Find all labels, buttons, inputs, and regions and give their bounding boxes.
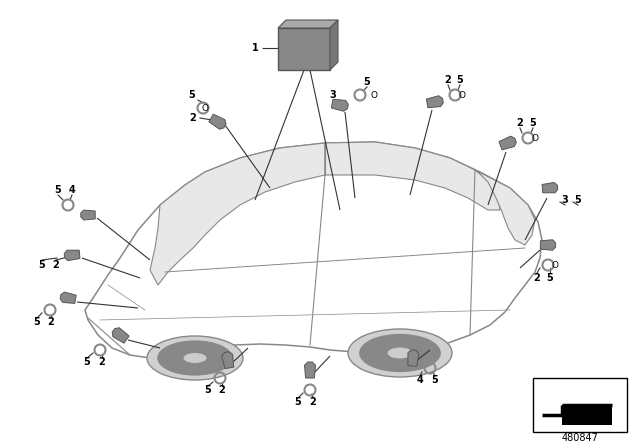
- Text: 2: 2: [99, 357, 106, 367]
- Text: 5: 5: [456, 75, 463, 85]
- Text: 2: 2: [310, 397, 316, 407]
- Polygon shape: [150, 143, 325, 285]
- Text: 5: 5: [189, 90, 195, 100]
- Polygon shape: [81, 210, 95, 220]
- Text: 5: 5: [547, 273, 554, 283]
- Text: 5: 5: [364, 77, 371, 87]
- Polygon shape: [85, 142, 542, 358]
- Text: O: O: [552, 260, 559, 270]
- Polygon shape: [209, 114, 226, 129]
- Text: 3: 3: [330, 90, 337, 100]
- Polygon shape: [332, 99, 348, 111]
- Text: 4: 4: [68, 185, 76, 195]
- Text: 2: 2: [52, 260, 60, 270]
- Text: 4: 4: [417, 375, 424, 385]
- Polygon shape: [408, 350, 419, 366]
- Text: 5: 5: [34, 317, 40, 327]
- Text: O: O: [531, 134, 538, 142]
- Ellipse shape: [183, 353, 207, 363]
- Text: O: O: [202, 103, 209, 112]
- Bar: [278, 28, 330, 70]
- Polygon shape: [330, 20, 338, 70]
- Text: 5: 5: [84, 357, 90, 367]
- Polygon shape: [325, 142, 500, 210]
- Text: 2: 2: [189, 113, 196, 123]
- Ellipse shape: [387, 347, 413, 359]
- Text: O: O: [371, 90, 378, 99]
- Polygon shape: [540, 240, 556, 250]
- Polygon shape: [278, 20, 338, 28]
- Text: O: O: [458, 90, 465, 99]
- Text: 2: 2: [534, 273, 540, 283]
- Polygon shape: [112, 328, 129, 343]
- Text: 5: 5: [530, 118, 536, 128]
- Polygon shape: [305, 362, 316, 378]
- Text: 5: 5: [431, 375, 438, 385]
- Ellipse shape: [158, 341, 232, 375]
- Text: 1: 1: [252, 43, 259, 53]
- Polygon shape: [499, 136, 516, 150]
- Text: 2: 2: [445, 75, 451, 85]
- Polygon shape: [221, 352, 234, 369]
- Polygon shape: [426, 96, 444, 108]
- Text: 5: 5: [294, 397, 301, 407]
- Text: 3: 3: [562, 195, 568, 205]
- Polygon shape: [64, 250, 80, 261]
- Ellipse shape: [147, 336, 243, 380]
- Text: 5: 5: [205, 385, 211, 395]
- Text: 2: 2: [47, 317, 54, 327]
- Text: 2: 2: [516, 118, 524, 128]
- Polygon shape: [475, 170, 535, 245]
- Ellipse shape: [360, 334, 440, 371]
- Ellipse shape: [348, 329, 452, 377]
- Text: 2: 2: [219, 385, 225, 395]
- Text: 5: 5: [575, 195, 581, 205]
- Polygon shape: [60, 292, 76, 303]
- Polygon shape: [542, 182, 557, 193]
- Text: 5: 5: [54, 185, 61, 195]
- Text: 5: 5: [38, 260, 45, 270]
- Bar: [533, 378, 627, 432]
- Polygon shape: [542, 405, 612, 425]
- Text: 480847: 480847: [561, 433, 598, 443]
